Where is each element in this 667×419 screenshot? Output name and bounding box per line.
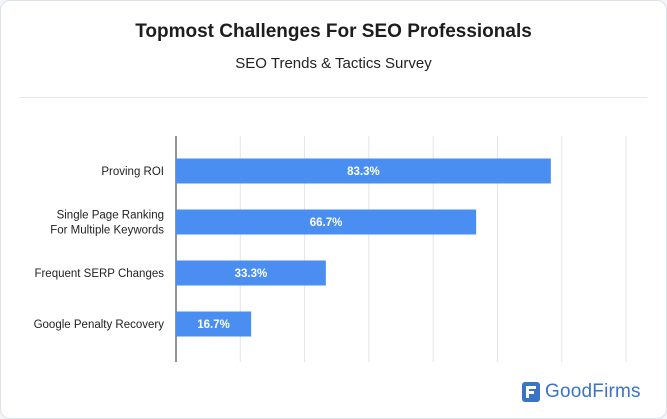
category-label: Frequent SERP Changes — [34, 268, 164, 280]
category-label: For Multiple Keywords — [50, 225, 164, 237]
category-label: Google Penalty Recovery — [34, 319, 165, 331]
bar — [176, 311, 252, 337]
bar-value-label: 83.3% — [347, 166, 380, 178]
brand-name: GoodFirms — [545, 381, 641, 402]
bar-value-label: 16.7% — [197, 319, 230, 331]
bar — [176, 260, 326, 286]
chart-title: Topmost Challenges For SEO Professionals — [135, 21, 532, 42]
bar-value-label: 66.7% — [310, 217, 343, 229]
header-divider — [19, 97, 647, 98]
category-label: Proving ROI — [101, 166, 164, 178]
bar-value-label: 33.3% — [235, 268, 268, 280]
category-label: Single Page Ranking — [57, 210, 164, 222]
brand-logo: GoodFirms — [522, 380, 641, 404]
chart-subtitle: SEO Trends & Tactics Survey — [235, 55, 432, 72]
goodfirms-logo-icon — [522, 382, 540, 402]
bar — [176, 209, 477, 235]
bar — [176, 158, 551, 184]
